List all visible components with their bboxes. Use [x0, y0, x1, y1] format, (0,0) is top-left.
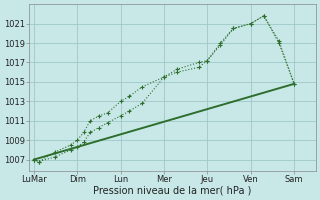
X-axis label: Pression niveau de la mer( hPa ): Pression niveau de la mer( hPa ) — [93, 186, 252, 196]
